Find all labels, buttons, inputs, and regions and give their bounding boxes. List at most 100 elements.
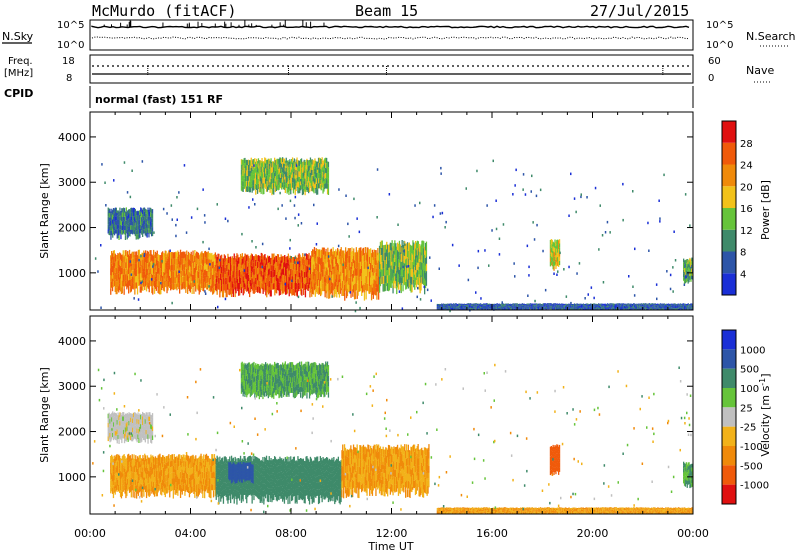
heatmap-cell (252, 268, 254, 275)
heatmap-cell (519, 307, 521, 309)
heatmap-cell (457, 303, 459, 305)
heatmap-cell (418, 259, 420, 267)
heatmap-cell (610, 307, 612, 309)
heatmap-cell (370, 284, 373, 293)
heatmap-cell (134, 222, 136, 228)
heatmap-cell (293, 184, 295, 190)
heatmap-cell (386, 249, 388, 257)
heatmap-cell (255, 254, 257, 260)
heatmap-cell (304, 178, 306, 185)
heatmap-cell (619, 307, 621, 309)
heatmap-cell (468, 308, 470, 310)
heatmap-cell (175, 276, 177, 283)
heatmap-cell (314, 163, 316, 169)
heatmap-cell (304, 271, 307, 278)
heatmap-cell (255, 167, 257, 173)
heatmap-cell (281, 256, 283, 263)
heatmap-cell (284, 261, 286, 268)
heatmap-cell (354, 291, 357, 300)
heatmap-cell (566, 305, 568, 307)
heatmap-speck (113, 179, 115, 182)
heatmap-cell (120, 281, 123, 288)
heatmap-cell (274, 170, 277, 177)
heatmap-speck (501, 301, 503, 304)
heatmap-cell (232, 290, 234, 297)
heatmap-cell (135, 230, 137, 235)
heatmap-cell (443, 308, 446, 310)
heatmap-cell (280, 157, 282, 163)
heatmap-cell (504, 306, 507, 308)
station-title: McMurdo (fitACF) (92, 2, 237, 20)
heatmap-cell (640, 304, 642, 306)
heatmap-cell (142, 284, 144, 291)
heatmap-cell (182, 257, 184, 264)
heatmap-cell (242, 269, 244, 277)
heatmap-cell (251, 278, 253, 285)
heatmap-cell (342, 258, 344, 266)
heatmap-cell (122, 221, 124, 226)
heatmap-cell (276, 184, 278, 190)
heatmap-cell (301, 289, 303, 296)
heatmap-cell (112, 268, 115, 275)
heatmap-speck (342, 263, 344, 266)
heatmap-cell (336, 282, 338, 290)
heatmap-cell (131, 276, 133, 283)
heatmap-cell (269, 176, 271, 183)
heatmap-cell (343, 273, 345, 281)
heatmap-cell (691, 308, 693, 310)
heatmap-cell (479, 306, 481, 308)
heatmap-cell (691, 257, 693, 262)
heatmap-cell (530, 308, 533, 310)
heatmap-cell (291, 182, 294, 188)
heatmap-cell (337, 255, 339, 263)
heatmap-cell (312, 257, 315, 265)
heatmap-cell (347, 262, 349, 271)
heatmap-cell (280, 260, 282, 267)
heatmap-cell (471, 305, 473, 307)
heatmap-cell (490, 308, 492, 310)
heatmap-cell (683, 266, 685, 270)
heatmap-cell (272, 253, 274, 260)
heatmap-cell (422, 269, 424, 277)
heatmap-cell (677, 303, 680, 305)
heatmap-cell (444, 308, 447, 310)
heatmap-cell (415, 270, 417, 278)
heatmap-cell (660, 303, 662, 305)
heatmap-cell (557, 305, 559, 307)
heatmap-cell (384, 283, 386, 292)
heatmap-cell (626, 304, 628, 306)
heatmap-cell (372, 260, 374, 268)
heatmap-cell (440, 307, 442, 309)
heatmap-cell (683, 258, 685, 263)
heatmap-cell (423, 277, 425, 285)
heatmap-cell (206, 283, 208, 290)
heatmap-cell (120, 215, 122, 221)
heatmap-cell (552, 260, 554, 265)
heatmap-cell (277, 266, 280, 273)
heatmap-cell (467, 304, 469, 306)
heatmap-cell (521, 307, 523, 309)
heatmap-cell (276, 169, 278, 175)
heatmap-cell (644, 308, 646, 310)
heatmap-speck (204, 292, 207, 295)
heatmap-cell (659, 308, 662, 310)
heatmap-cell (334, 250, 336, 259)
heatmap-cell (364, 268, 366, 276)
heatmap-cell (142, 220, 145, 225)
heatmap-cell (353, 268, 356, 276)
heatmap-cell (285, 178, 287, 184)
heatmap-cell (303, 253, 306, 260)
heatmap-cell (395, 280, 397, 289)
heatmap-cell (359, 262, 361, 270)
heatmap-cell (293, 173, 295, 180)
heatmap-cell (137, 279, 140, 286)
heatmap-cell (635, 303, 637, 305)
heatmap-cell (422, 254, 424, 263)
heatmap-cell (673, 303, 675, 305)
heatmap-cell (658, 308, 661, 310)
heatmap-speck (347, 222, 349, 226)
heatmap-cell (448, 304, 450, 306)
heatmap-cell (170, 252, 172, 259)
heatmap-cell (278, 179, 280, 185)
heatmap-cell (115, 207, 117, 212)
